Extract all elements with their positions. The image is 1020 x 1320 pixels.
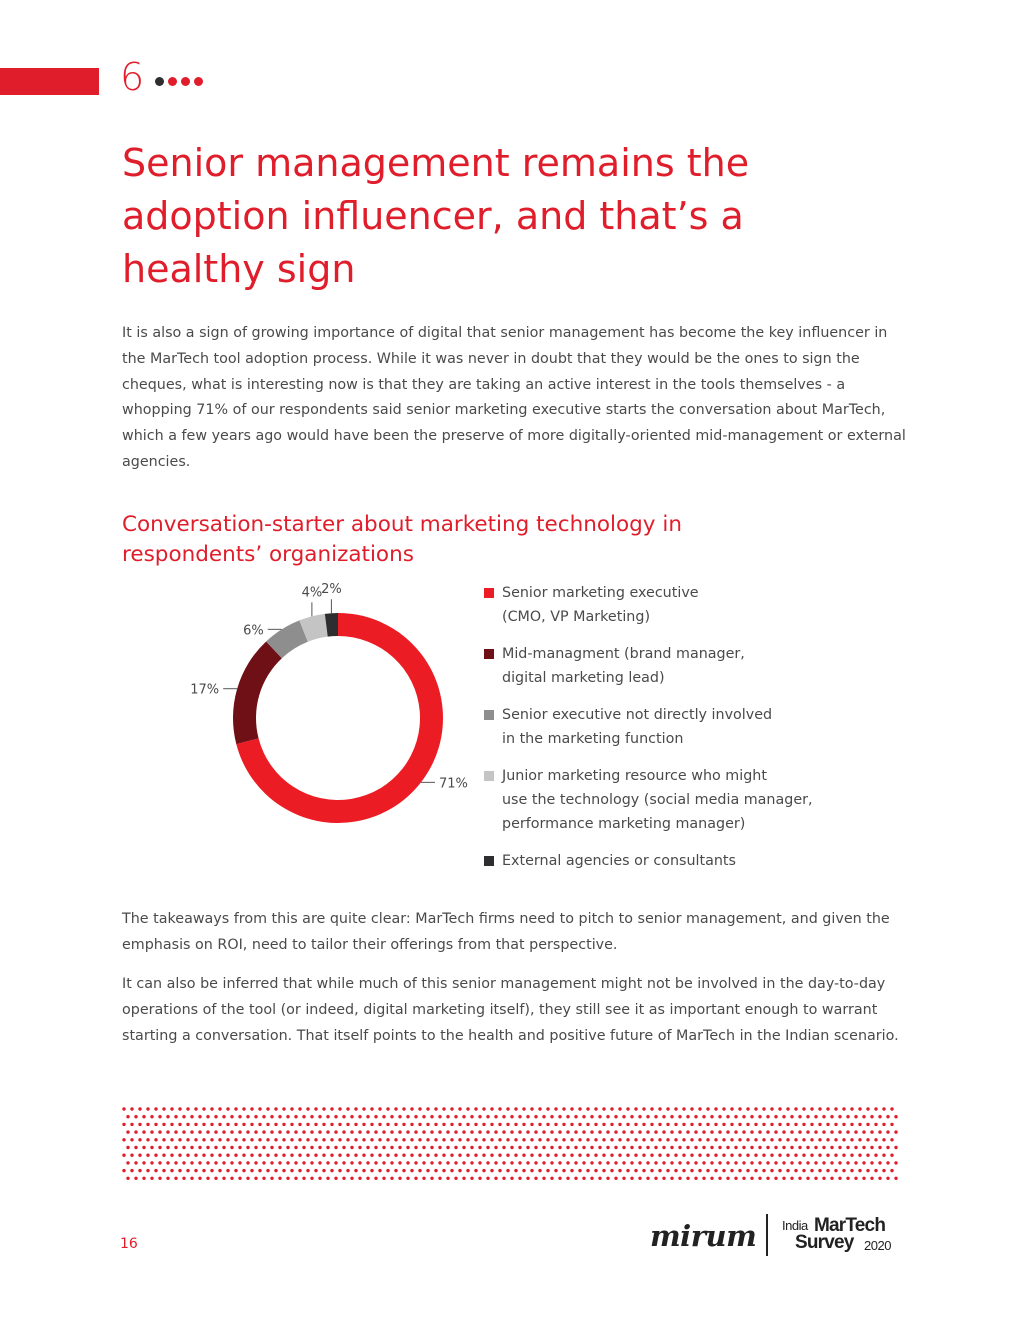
logo-text-india: India: [782, 1218, 808, 1233]
india-martech-survey-logo: India MarTech Survey 2020: [780, 1215, 900, 1260]
section-marker-bar: [0, 68, 99, 95]
legend-swatch: [484, 588, 494, 598]
mirum-logo: mirum: [650, 1219, 757, 1253]
progress-dot: [168, 77, 177, 86]
decorative-dot-pattern: [122, 1107, 898, 1180]
legend-label: External agencies or consultants: [502, 853, 736, 869]
takeaway-paragraph-2: It can also be inferred that while much …: [122, 976, 899, 1044]
legend-swatch: [484, 710, 494, 720]
progress-dot: [155, 77, 164, 86]
logo-text-martech: MarTech: [814, 1215, 886, 1236]
progress-dot: [181, 77, 190, 86]
legend-label: Junior marketing resource who might use …: [502, 768, 813, 832]
logo-text-year: 2020: [864, 1238, 891, 1253]
legend-label: Senior executive not directly involved i…: [502, 707, 773, 747]
legend-swatch: [484, 771, 494, 781]
data-label: 71%: [439, 776, 468, 791]
legend-swatch: [484, 856, 494, 866]
legend-item: Senior marketing executive (CMO, VP Mark…: [484, 581, 904, 629]
legend-item: Senior executive not directly involved i…: [484, 703, 904, 751]
data-label: 17%: [190, 683, 219, 698]
donut-slice: [299, 613, 328, 642]
data-label: 6%: [243, 623, 264, 638]
logo-text-survey: Survey: [795, 1232, 854, 1253]
progress-dot: [194, 77, 203, 86]
takeaway-paragraph-1: The takeaways from this are quite clear:…: [122, 911, 890, 953]
chapter-number: 6: [120, 55, 145, 99]
legend-item: Junior marketing resource who might use …: [484, 764, 904, 836]
intro-paragraph: It is also a sign of growing importance …: [122, 325, 906, 470]
data-label: 2%: [321, 582, 342, 597]
legend-item: External agencies or consultants: [484, 849, 904, 873]
legend-item: Mid-managment (brand manager, digital ma…: [484, 642, 904, 690]
page-title: Senior management remains the adoption i…: [122, 141, 750, 291]
logo-divider: [766, 1214, 768, 1256]
legend-label: Senior marketing executive (CMO, VP Mark…: [502, 585, 699, 625]
donut-slice: [233, 641, 282, 745]
legend-label: Mid-managment (brand manager, digital ma…: [502, 646, 745, 686]
donut-slice: [324, 613, 338, 637]
chapter-progress-dots: [155, 77, 203, 86]
chart-title: Conversation-starter about marketing tec…: [122, 512, 682, 567]
donut-slice: [266, 620, 308, 659]
legend-swatch: [484, 649, 494, 659]
chart-legend: Senior marketing executive (CMO, VP Mark…: [484, 581, 904, 886]
data-label: 4%: [302, 585, 323, 600]
page-number: 16: [120, 1236, 138, 1252]
